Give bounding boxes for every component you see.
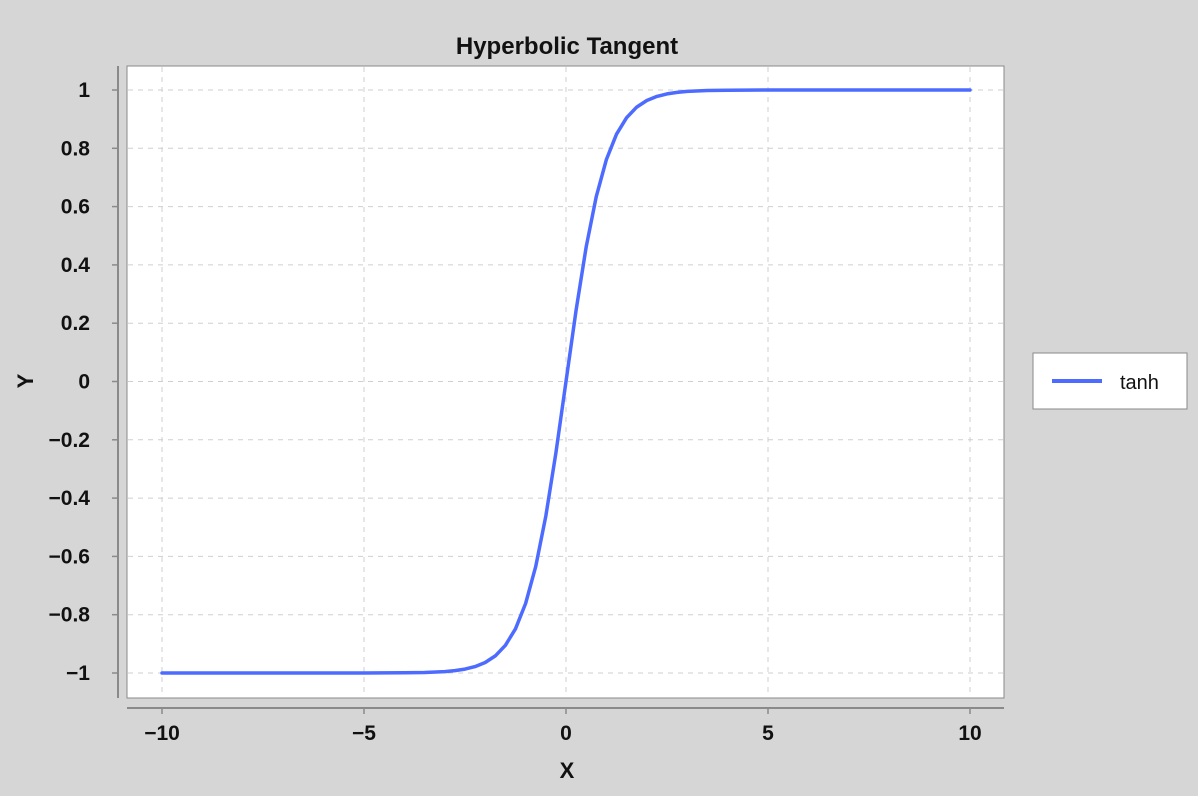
y-tick-label: −1 [66,662,90,685]
y-tick-label: −0.2 [49,429,90,452]
legend: tanh [1032,352,1188,410]
x-axis-label: X [560,758,575,783]
y-tick-label: 0.4 [61,254,91,277]
grid [128,67,1003,697]
x-tick-label: 10 [958,722,981,745]
y-tick-label: 0.2 [61,312,90,335]
legend-label-tanh: tanh [1120,372,1159,394]
x-tick-label: −10 [144,722,180,745]
y-tick-label: −0.8 [49,604,91,627]
x-tick-label: −5 [352,722,376,745]
series-line-tanh [160,88,972,675]
x-tick-label: 0 [560,722,572,745]
ticks: −10 −5 0 5 10 1 0.8 0.6 0.4 0.2 0 −0.2 −0.4 −0.6 −0.8 −… [49,79,982,745]
y-axis-label: Y [13,373,38,388]
chart-title: Hyperbolic Tangent [456,33,678,60]
y-tick-label: 1 [78,79,90,102]
series-layer [160,88,972,675]
y-tick-label: 0 [78,371,90,394]
y-tick-label: 0.6 [61,196,90,219]
y-tick-label: 0.8 [61,137,91,160]
x-tick-label: 5 [762,722,774,745]
y-tick-label: −0.4 [49,487,91,510]
y-tick-label: −0.6 [49,545,90,568]
